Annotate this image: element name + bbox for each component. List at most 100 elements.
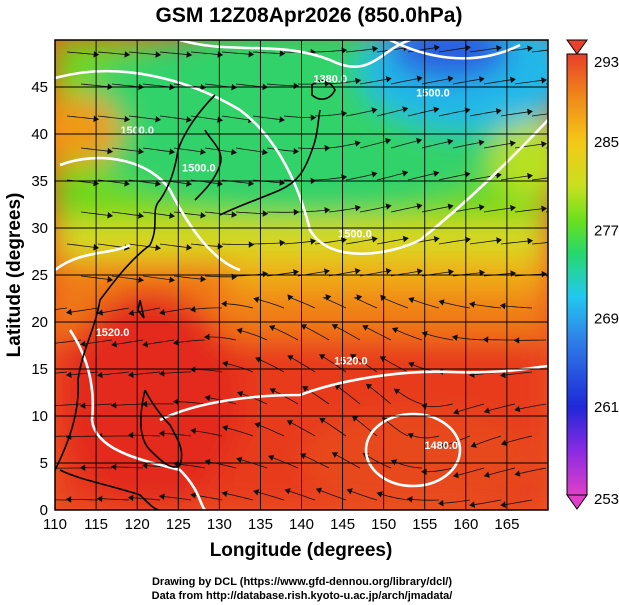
streamline-arrow xyxy=(559,174,564,179)
streamline xyxy=(252,115,285,121)
streamline-arrow xyxy=(354,204,361,212)
streamline-arrow xyxy=(402,106,409,113)
streamline xyxy=(159,115,192,121)
streamline-arrow xyxy=(541,140,547,148)
contour-label: 1520.0 xyxy=(96,327,130,339)
streamline xyxy=(159,307,192,314)
streamline xyxy=(328,142,361,149)
streamline xyxy=(66,435,99,438)
streamline xyxy=(252,51,285,54)
streamline xyxy=(469,303,502,309)
streamline xyxy=(328,79,361,85)
streamline-arrow xyxy=(200,275,207,283)
streamline-arrow xyxy=(255,356,262,363)
streamline-arrow xyxy=(351,415,359,422)
streamline-arrow xyxy=(323,268,330,275)
streamline-arrow xyxy=(222,360,229,368)
streamline xyxy=(421,205,453,213)
streamline-arrow xyxy=(478,76,485,83)
streamline xyxy=(452,141,484,149)
streamline-arrow xyxy=(354,140,361,147)
streamline xyxy=(159,371,191,375)
streamline-arrow xyxy=(96,495,103,503)
streamline-arrow xyxy=(499,371,506,379)
streamline xyxy=(408,298,440,309)
contour-label: 1500.0 xyxy=(416,87,450,99)
streamline-arrow xyxy=(110,463,117,471)
streamline xyxy=(390,204,422,213)
lon-tick-label: 110 xyxy=(43,516,67,533)
contour-label: 1500.0 xyxy=(338,228,372,240)
streamline xyxy=(484,467,516,477)
colorbar-tick-label: 269 xyxy=(594,311,619,328)
streamline xyxy=(297,209,330,213)
streamline-arrow xyxy=(500,439,507,446)
contour-label: 1500.0 xyxy=(182,163,216,175)
streamline xyxy=(128,51,161,56)
streamline-arrow xyxy=(356,294,363,301)
streamline xyxy=(66,51,99,56)
streamline-arrow xyxy=(231,211,238,218)
streamline-arrow xyxy=(496,237,502,244)
streamline-arrow xyxy=(127,371,134,378)
streamline xyxy=(345,48,378,53)
streamline xyxy=(269,325,299,341)
streamline-arrow xyxy=(293,269,299,276)
streamline-arrow xyxy=(287,294,294,301)
streamline xyxy=(190,51,223,56)
streamline xyxy=(421,403,454,408)
streamline xyxy=(55,371,68,374)
streamline-arrow xyxy=(169,276,175,283)
streamline-arrow xyxy=(186,244,193,251)
streamline-arrow xyxy=(124,51,131,58)
streamline-arrow xyxy=(155,51,162,58)
lat-tick-label: 25 xyxy=(31,267,48,284)
streamline-arrow xyxy=(268,325,276,331)
streamline-arrow xyxy=(433,235,440,243)
streamline-arrow xyxy=(284,488,291,495)
streamline-arrow xyxy=(495,107,502,115)
streamline xyxy=(376,171,408,181)
streamline-arrow xyxy=(107,147,114,155)
streamline xyxy=(394,388,423,405)
streamline xyxy=(128,115,161,121)
streamline xyxy=(128,307,161,315)
streamline xyxy=(204,275,237,278)
streamline-arrow xyxy=(124,180,130,187)
streamline-arrow xyxy=(470,441,477,448)
streamline xyxy=(440,435,471,448)
streamline-arrow xyxy=(230,148,237,156)
streamline xyxy=(221,303,254,309)
streamline-arrow xyxy=(354,267,361,275)
streamline xyxy=(80,275,113,281)
streamline xyxy=(253,298,285,309)
streamline xyxy=(366,383,392,405)
streamline-arrow xyxy=(319,354,326,360)
streamline-arrow xyxy=(483,407,490,414)
streamline-arrow xyxy=(200,211,207,219)
streamline-arrow xyxy=(127,494,134,502)
streamline-arrow xyxy=(96,371,103,379)
streamline xyxy=(377,492,409,501)
streamline xyxy=(221,115,254,121)
streamline-arrow xyxy=(155,244,161,251)
streamline-arrow xyxy=(204,394,211,402)
streamline-arrow xyxy=(158,430,165,437)
streamline xyxy=(237,329,268,341)
streamline-arrow xyxy=(236,327,243,335)
streamline xyxy=(222,492,254,501)
streamline-arrow xyxy=(324,144,331,152)
plot-frame xyxy=(54,39,549,511)
lon-tick-label: 150 xyxy=(371,516,396,533)
streamline xyxy=(190,307,223,311)
contour-line xyxy=(68,329,207,510)
streamline xyxy=(159,495,192,501)
streamline xyxy=(142,339,175,346)
streamline-arrow xyxy=(50,466,54,471)
streamline xyxy=(222,426,254,437)
coastline xyxy=(311,80,336,100)
streamline-arrow xyxy=(362,324,369,331)
streamline xyxy=(407,46,440,53)
streamline-arrow xyxy=(189,366,196,373)
streamline xyxy=(515,467,547,475)
